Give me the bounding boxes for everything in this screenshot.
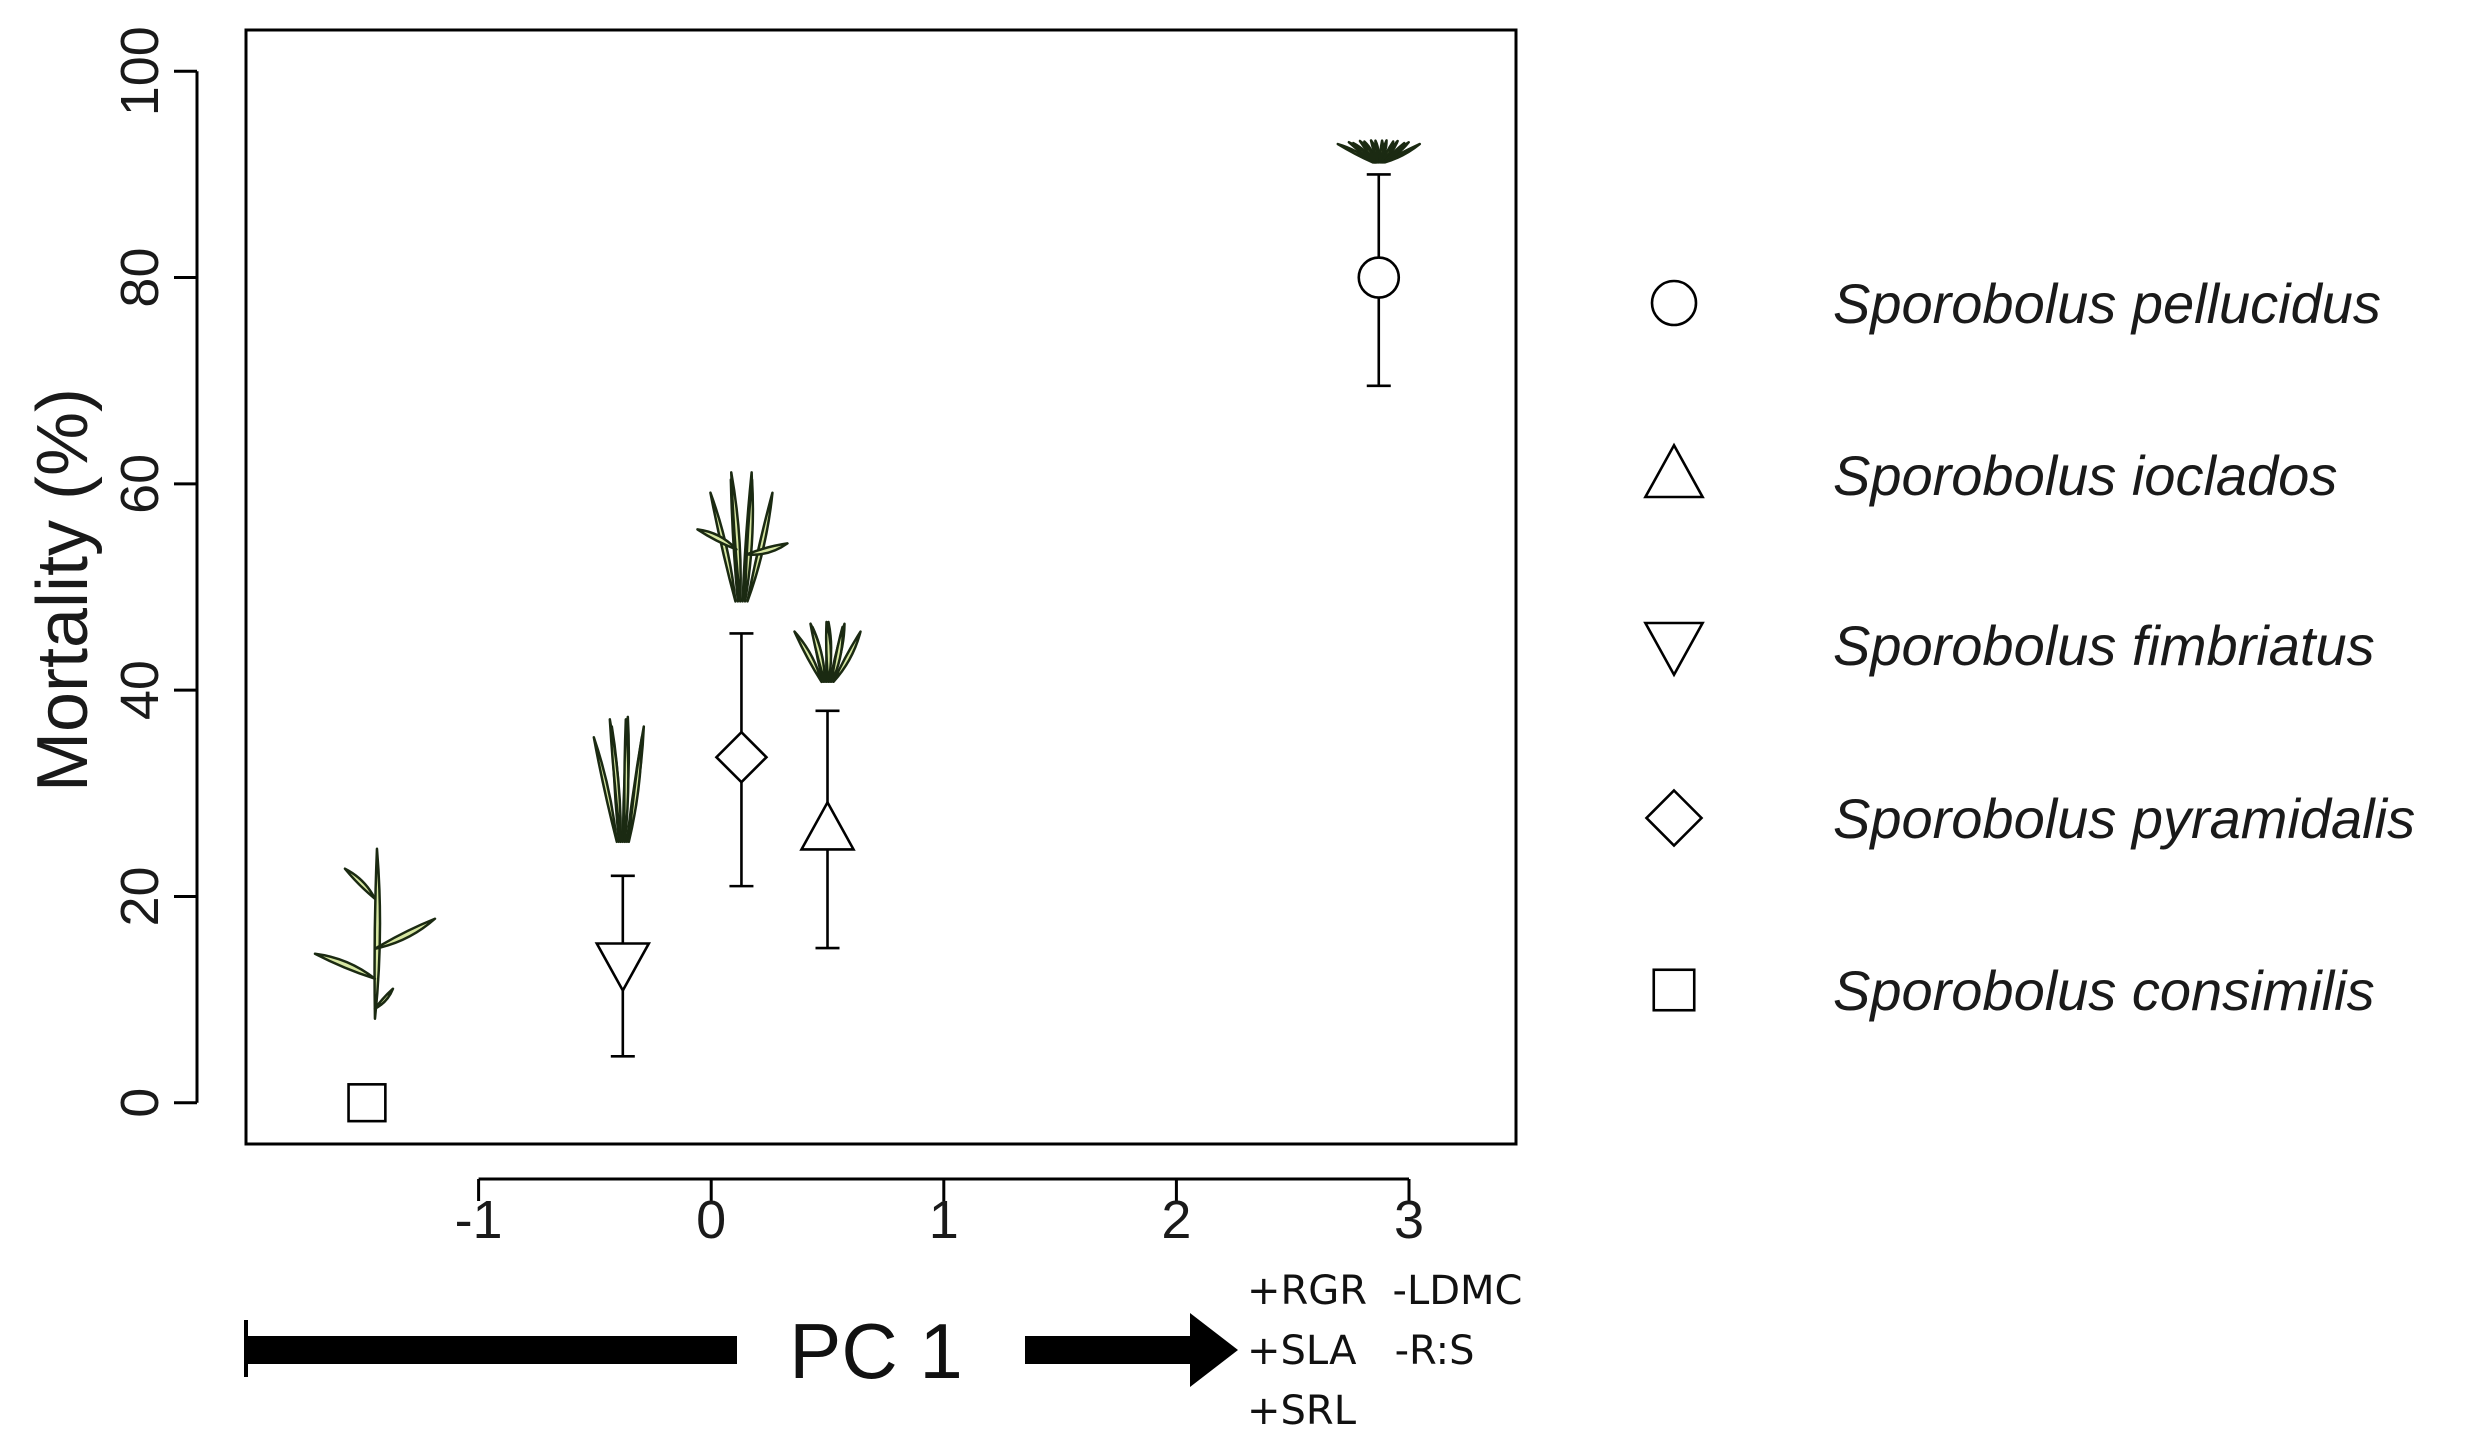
leaf-blade: [627, 736, 644, 844]
y-tick-label: 0: [110, 1088, 170, 1118]
leaf-blade: [709, 491, 737, 603]
x-axis: -1 0 1 2 3: [455, 1177, 1424, 1250]
legend-marker-sporobolus-ioclados: [1643, 442, 1705, 499]
leaf-blade: [313, 952, 377, 980]
y-axis: 0 20 40 60 80 100: [110, 26, 199, 1118]
pc1-label: PC 1: [789, 1307, 962, 1395]
pc1-traits-line-1: +RGR -LDMC: [1247, 1268, 1523, 1314]
point-sporobolus-consimilis: [347, 1083, 387, 1123]
x-tick-label: 1: [929, 1190, 959, 1250]
x-tick-label: -1: [455, 1190, 503, 1250]
pc1-arrow-head: [1190, 1313, 1238, 1387]
pc1-traits-line-3: +SRL: [1247, 1388, 1357, 1434]
legend-label-sporobolus-pellucidus: Sporobolus pellucidus: [1833, 272, 2381, 335]
legend-marker-sporobolus-fimbriatus: [1643, 621, 1705, 678]
point-sporobolus-fimbriatus: [594, 942, 652, 994]
leaf-blade: [824, 620, 833, 684]
pc1-arrow-right-bar: [1025, 1336, 1195, 1364]
x-tick-label: 0: [696, 1190, 726, 1250]
legend-marker-sporobolus-consimilis: [1652, 968, 1696, 1012]
y-tick-label: 60: [110, 454, 170, 514]
pc1-traits-line-2: +SLA -R:S: [1247, 1328, 1474, 1374]
legend: Sporobolus pellucidus Sporobolus ioclados…: [1643, 272, 2415, 1022]
y-axis-title: Mortality (%): [23, 388, 103, 792]
leaf-blade: [1358, 139, 1378, 164]
x-tick-label: 2: [1161, 1190, 1191, 1250]
leaf-blade: [696, 528, 738, 551]
point-sporobolus-ioclados: [799, 799, 856, 851]
legend-label-sporobolus-consimilis: Sporobolus consimilis: [1833, 959, 2375, 1022]
legend-label-sporobolus-fimbriatus: Sporobolus fimbriatus: [1833, 614, 2375, 677]
plant-icon-sporobolus-ioclados: [793, 620, 862, 684]
leaf-blade: [793, 630, 823, 684]
leaf-blade: [343, 867, 377, 900]
point-sporobolus-pyramidalis: [714, 730, 769, 785]
plant-icon-sporobolus-consimilis: [313, 847, 437, 1020]
leaf-blade: [1378, 139, 1385, 164]
leaf-blade: [1380, 140, 1395, 164]
leaf-blade: [623, 718, 630, 844]
leaf-blade: [832, 630, 862, 684]
leaf-blade: [373, 917, 437, 950]
leaf-blade: [608, 718, 623, 844]
data-points: [347, 173, 1401, 1123]
y-tick-label: 40: [110, 660, 170, 720]
point-sporobolus-pellucidus: [1357, 256, 1401, 299]
pc1-arrow-left-bar: [246, 1336, 737, 1364]
x-tick-label: 3: [1394, 1190, 1424, 1250]
leaf-blade: [746, 491, 774, 603]
leaf-blade: [373, 847, 382, 1020]
legend-marker-sporobolus-pellucidus: [1650, 279, 1698, 327]
leaf-blade: [809, 622, 827, 684]
y-tick-label: 100: [110, 26, 170, 116]
leaf-blade: [1369, 139, 1380, 164]
leaf-blade: [743, 478, 755, 603]
y-tick-label: 80: [110, 248, 170, 308]
leaf-blade: [592, 736, 619, 844]
plant-icon-sporobolus-fimbriatus: [592, 715, 646, 844]
leaf-blade: [729, 471, 742, 603]
y-tick-label: 20: [110, 866, 170, 926]
leaf-blade: [373, 987, 395, 1010]
legend-marker-sporobolus-pyramidalis: [1644, 788, 1704, 848]
pc1-arrow: [244, 1313, 1238, 1387]
leaf-blade: [1347, 140, 1376, 164]
leaf-blade: [830, 625, 844, 684]
plant-illustrations: [313, 139, 1422, 1020]
leaf-blade: [745, 542, 789, 556]
plot-frame: [244, 28, 1518, 1146]
leaf-blade: [1383, 142, 1422, 164]
legend-label-sporobolus-pyramidalis: Sporobolus pyramidalis: [1833, 787, 2415, 850]
legend-label-sporobolus-ioclados: Sporobolus ioclados: [1833, 444, 2337, 507]
plant-icon-sporobolus-pyramidalis: [696, 471, 789, 603]
plant-icon-sporobolus-pellucidus: [1336, 139, 1422, 164]
